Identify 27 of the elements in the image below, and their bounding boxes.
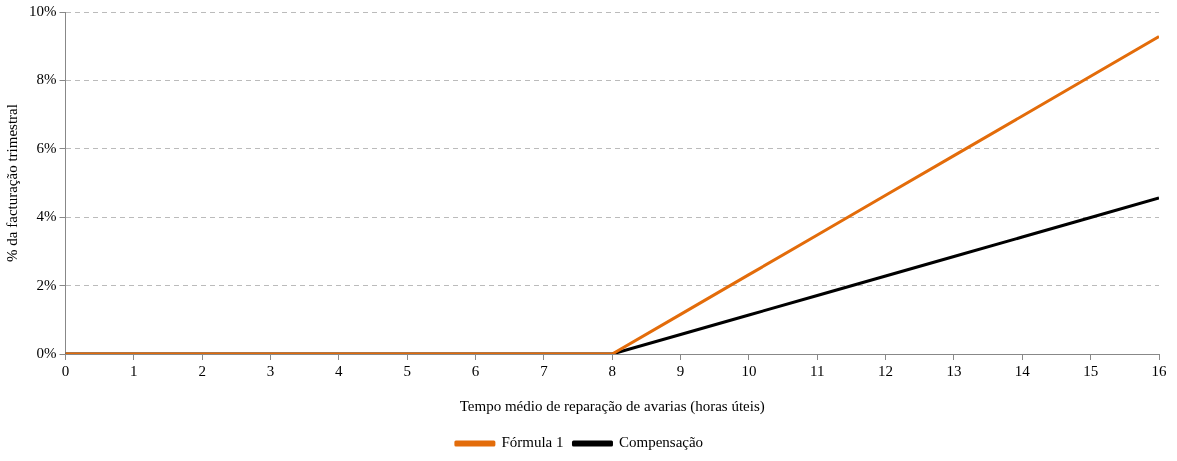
x-tick-label: 2 bbox=[198, 362, 206, 379]
legend-label: Fórmula 1 bbox=[501, 434, 564, 451]
y-tick-label: 4% bbox=[36, 208, 57, 225]
y-tick-label: 8% bbox=[36, 71, 57, 88]
x-tick-label: 3 bbox=[266, 362, 275, 379]
y-tick-label: 2% bbox=[36, 276, 57, 293]
y-tick-label: 0% bbox=[36, 344, 57, 361]
x-tick-label: 14 bbox=[1014, 362, 1031, 379]
x-axis-title: Tempo médio de reparação de avarias (horas úteis) bbox=[459, 397, 765, 415]
legend-label: Compensação bbox=[618, 434, 704, 451]
x-tick-label: 5 bbox=[403, 362, 411, 379]
x-tick-label: 0 bbox=[61, 362, 70, 379]
x-tick-label: 6 bbox=[471, 362, 480, 379]
x-tick-label: 16 bbox=[1151, 362, 1167, 379]
x-tick-label: 12 bbox=[878, 362, 894, 379]
y-axis-title: % da facturação trimestral bbox=[3, 104, 20, 262]
y-tick-label: 10% bbox=[29, 2, 57, 19]
x-tick-label: 7 bbox=[540, 362, 549, 379]
x-tick-label: 8 bbox=[608, 362, 616, 379]
x-tick-label: 13 bbox=[946, 362, 962, 379]
x-tick-label: 11 bbox=[810, 362, 825, 379]
x-tick-label: 9 bbox=[676, 362, 685, 379]
x-tick-label: 15 bbox=[1083, 362, 1099, 379]
x-tick-label: 4 bbox=[335, 362, 344, 379]
x-tick-label: 10 bbox=[741, 362, 757, 379]
y-tick-label: 6% bbox=[36, 139, 57, 156]
x-tick-label: 1 bbox=[130, 362, 138, 379]
